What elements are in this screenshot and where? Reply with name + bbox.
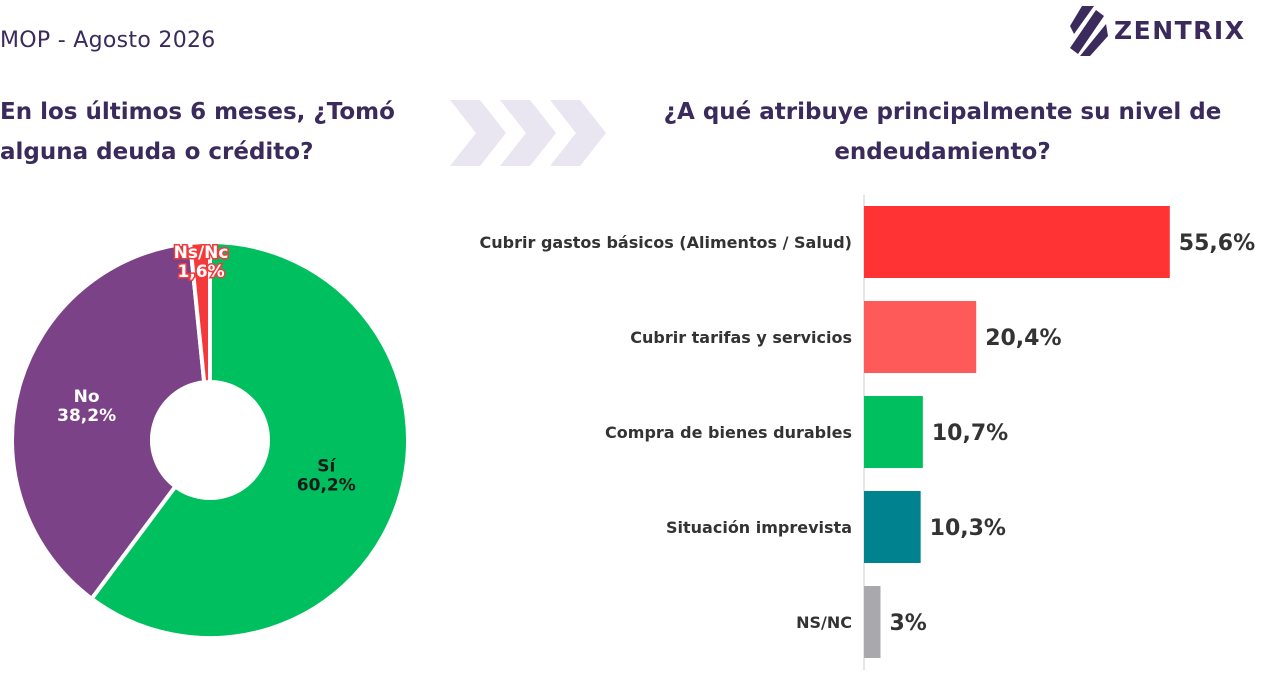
brand-logo: ZENTRIX bbox=[1066, 4, 1271, 58]
bar-category-label: Situación imprevista bbox=[666, 518, 852, 537]
report-subtitle: MOP - Agosto 2026 bbox=[0, 28, 216, 53]
slashed-stripes-logo-icon bbox=[1070, 6, 1108, 56]
right-question: ¿A qué atribuye principalmente su nivel … bbox=[615, 92, 1270, 172]
donut-slice bbox=[10, 240, 207, 602]
bar-value-label: 10,7% bbox=[932, 421, 1008, 446]
donut-slice bbox=[88, 239, 410, 640]
bar-category-label: NS/NC bbox=[796, 613, 852, 632]
bar bbox=[864, 491, 921, 563]
donut-slice-value: 60,2% bbox=[297, 475, 356, 495]
brand-name: ZENTRIX bbox=[1114, 16, 1246, 45]
bar-value-label: 10,3% bbox=[930, 516, 1006, 541]
bar bbox=[864, 586, 881, 658]
debt-reasons-bar-chart: Cubrir gastos básicos (Alimentos / Salud… bbox=[480, 195, 1255, 670]
left-question: En los últimos 6 meses, ¿Tomó alguna deu… bbox=[0, 92, 450, 172]
bar bbox=[864, 206, 1170, 278]
donut-slice-name: Sí bbox=[317, 456, 336, 476]
bar bbox=[864, 301, 977, 373]
left-question-line-1: En los últimos 6 meses, ¿Tomó bbox=[0, 99, 395, 125]
chevron-arrows-icon bbox=[450, 100, 606, 166]
bar-category-label: Cubrir gastos básicos (Alimentos / Salud… bbox=[480, 233, 852, 252]
bar-value-label: 55,6% bbox=[1179, 231, 1255, 256]
left-question-line-2: alguna deuda o crédito? bbox=[0, 139, 314, 165]
right-question-line-1: ¿A qué atribuye principalmente su nivel … bbox=[663, 99, 1222, 125]
donut-slice bbox=[187, 239, 212, 385]
bar-category-label: Compra de bienes durables bbox=[605, 423, 852, 442]
donut-slice-value: 38,2% bbox=[57, 406, 116, 426]
donut-slice-name: Ns/Nc bbox=[174, 243, 229, 263]
right-question-line-2: endeudamiento? bbox=[834, 139, 1051, 165]
bar-value-label: 20,4% bbox=[985, 326, 1061, 351]
bar-category-label: Cubrir tarifas y servicios bbox=[630, 328, 852, 347]
bar bbox=[864, 396, 923, 468]
donut-slice-name: No bbox=[74, 387, 100, 407]
donut-slice-value: 1,6% bbox=[177, 262, 224, 282]
bar-value-label: 3% bbox=[890, 611, 927, 636]
